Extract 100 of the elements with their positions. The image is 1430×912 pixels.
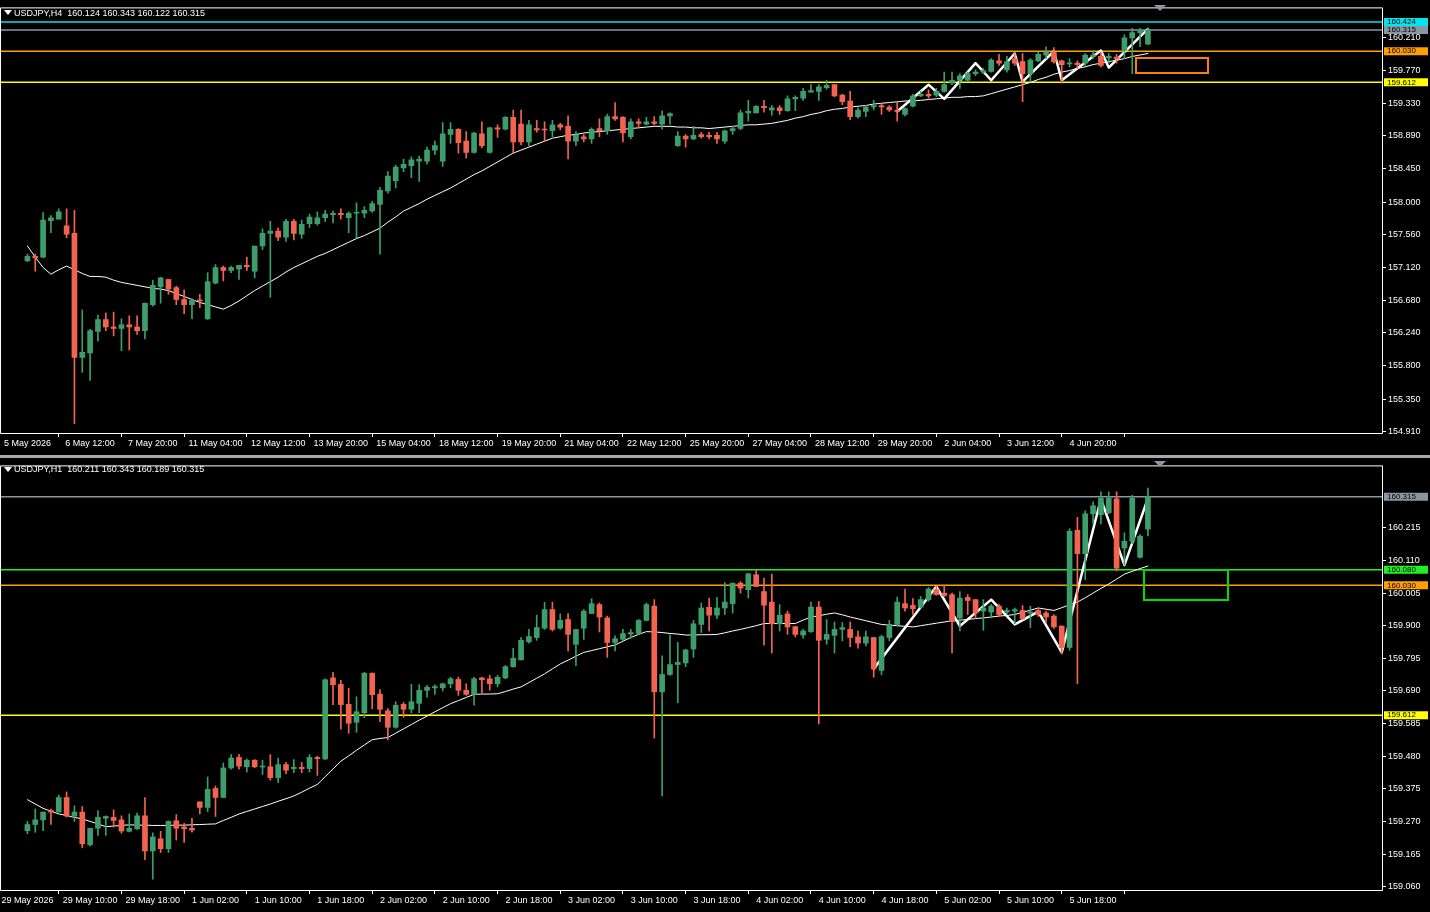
candlestick <box>291 759 297 773</box>
candlestick <box>533 120 540 133</box>
y-tick-label: 159.165 <box>1388 848 1421 859</box>
y-tick-label: 160.005 <box>1388 587 1421 598</box>
candlestick <box>1058 59 1065 84</box>
candlestick <box>674 642 681 704</box>
y-tick-label: 158.000 <box>1388 196 1421 207</box>
candlestick <box>761 99 767 113</box>
candlestick <box>612 102 618 121</box>
x-tick-label: 11 May 04:00 <box>188 437 243 448</box>
y-tick-label: 160.215 <box>1388 522 1421 533</box>
candlestick <box>345 211 352 233</box>
candlestick <box>48 808 54 825</box>
y-tick-label: 155.350 <box>1388 393 1421 404</box>
x-tick-label: 7 May 20:00 <box>128 437 178 448</box>
candlestick <box>745 99 752 122</box>
ref-line-label: 160.315 <box>1387 25 1417 35</box>
y-tick-label: 156.680 <box>1388 294 1421 305</box>
y-tick-label: 159.770 <box>1388 65 1421 76</box>
ref-line-label: 160.424 <box>1387 17 1417 27</box>
x-tick-label: 29 May 2026 <box>1 894 54 905</box>
x-tick-label: 28 May 12:00 <box>815 437 870 448</box>
y-tick-label: 159.585 <box>1388 718 1421 729</box>
x-tick-label: 29 May 20:00 <box>877 437 933 448</box>
candlestick <box>432 684 438 695</box>
x-tick-label: 1 Jun 10:00 <box>254 894 302 905</box>
candlestick <box>651 116 658 126</box>
x-tick-label: 29 May 18:00 <box>125 894 181 905</box>
ref-line-label: 159.612 <box>1387 710 1417 720</box>
x-tick-label: 29 May 10:00 <box>62 894 118 905</box>
x-tick-label: 2 Jun 10:00 <box>442 894 490 905</box>
y-tick-label: 158.450 <box>1388 163 1421 174</box>
y-tick-label: 159.270 <box>1388 815 1421 826</box>
candlestick <box>181 289 187 314</box>
chart-title: USDJPY,H1 160.211 160.343 160.189 160.315 <box>14 464 205 475</box>
x-tick-label: 25 May 20:00 <box>689 437 745 448</box>
x-tick-label: 3 Jun 18:00 <box>693 894 741 905</box>
candlestick <box>721 582 728 615</box>
candlestick <box>808 84 814 93</box>
x-tick-label: 2 Jun 04:00 <box>944 437 992 448</box>
y-tick-label: 159.375 <box>1388 783 1421 794</box>
candlestick <box>659 655 665 797</box>
candlestick <box>792 95 799 112</box>
x-tick-label: 12 May 12:00 <box>250 437 306 448</box>
candlestick <box>910 598 916 615</box>
candlestick <box>1105 53 1112 64</box>
ref-line-label: 160.030 <box>1387 580 1417 590</box>
candlestick <box>377 186 383 255</box>
candlestick <box>1011 607 1018 625</box>
x-tick-label: 15 May 04:00 <box>376 437 431 448</box>
x-tick-label: 4 Jun 02:00 <box>756 894 804 905</box>
candlestick <box>1090 50 1096 60</box>
ref-line-label: 160.030 <box>1387 46 1417 56</box>
candlestick <box>941 585 948 597</box>
ref-line-label: 160.080 <box>1387 564 1417 574</box>
y-tick-label: 159.690 <box>1388 685 1421 696</box>
x-tick-label: 5 May 2026 <box>3 437 51 448</box>
x-tick-label: 6 May 12:00 <box>65 437 115 448</box>
y-tick-label: 160.210 <box>1388 32 1421 43</box>
candlestick <box>126 315 133 351</box>
x-tick-label: 19 May 20:00 <box>501 437 557 448</box>
x-tick-label: 4 Jun 18:00 <box>881 894 929 905</box>
y-tick-label: 154.910 <box>1388 426 1421 437</box>
candlestick <box>330 671 336 705</box>
candlestick <box>870 99 877 111</box>
candlestick <box>1129 27 1136 74</box>
candlestick <box>964 594 971 615</box>
y-tick-label: 159.795 <box>1388 652 1421 663</box>
x-tick-label: 18 May 12:00 <box>438 437 494 448</box>
x-tick-label: 5 Jun 02:00 <box>944 894 992 905</box>
candlestick <box>102 815 109 836</box>
x-tick-label: 3 Jun 12:00 <box>1006 437 1054 448</box>
ref-line-label: 159.612 <box>1387 77 1417 87</box>
x-tick-label: 3 Jun 10:00 <box>630 894 678 905</box>
y-tick-label: 159.480 <box>1388 750 1421 761</box>
chart-title: USDJPY,H4 160.124 160.343 160.122 160.315 <box>14 8 205 19</box>
candlestick <box>338 208 344 220</box>
y-tick-label: 155.800 <box>1388 360 1421 371</box>
candlestick <box>894 101 901 122</box>
candlestick <box>243 256 250 271</box>
x-tick-label: 4 Jun 20:00 <box>1069 437 1117 448</box>
x-tick-label: 5 Jun 10:00 <box>1006 894 1054 905</box>
y-tick-label: 159.330 <box>1388 97 1421 108</box>
x-tick-label: 13 May 20:00 <box>313 437 369 448</box>
x-tick-label: 3 Jun 02:00 <box>568 894 616 905</box>
x-tick-label: 1 Jun 02:00 <box>191 894 240 905</box>
candlestick <box>330 210 336 224</box>
y-tick-label: 156.240 <box>1388 327 1421 338</box>
y-tick-label: 158.890 <box>1388 130 1421 141</box>
ref-line-label: 160.315 <box>1387 491 1417 501</box>
x-tick-label: 22 May 12:00 <box>627 437 682 448</box>
y-tick-label: 157.120 <box>1388 262 1421 273</box>
candlestick <box>189 298 195 320</box>
candlestick <box>761 577 767 646</box>
y-tick-label: 159.900 <box>1388 620 1421 631</box>
x-tick-label: 2 Jun 02:00 <box>380 894 428 905</box>
candlestick <box>134 315 140 335</box>
x-tick-label: 1 Jun 18:00 <box>317 894 365 905</box>
candlestick <box>126 813 133 833</box>
x-tick-label: 27 May 04:00 <box>752 437 807 448</box>
